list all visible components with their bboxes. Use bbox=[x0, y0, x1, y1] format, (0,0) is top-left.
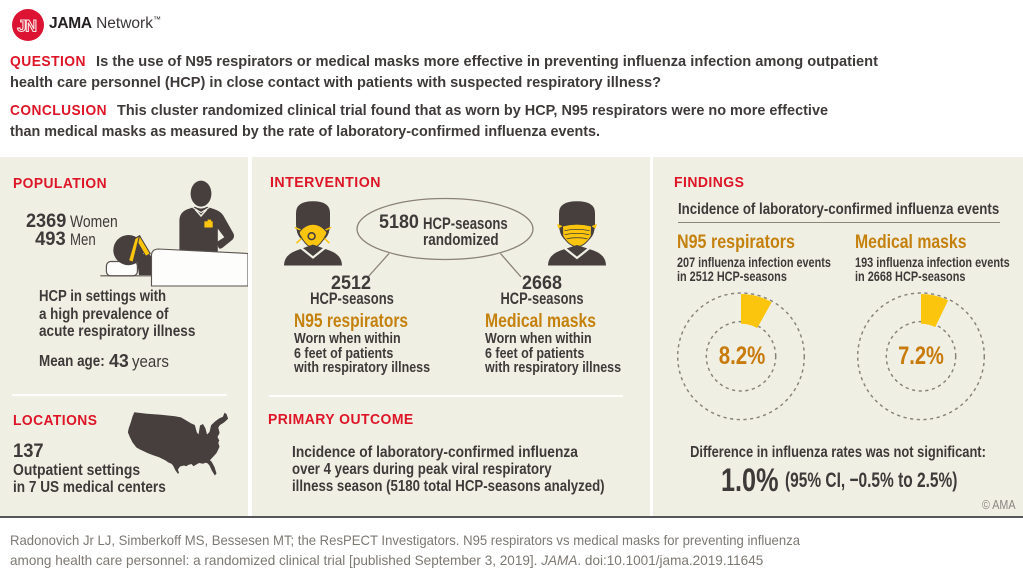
svg-text:JN: JN bbox=[17, 17, 36, 35]
